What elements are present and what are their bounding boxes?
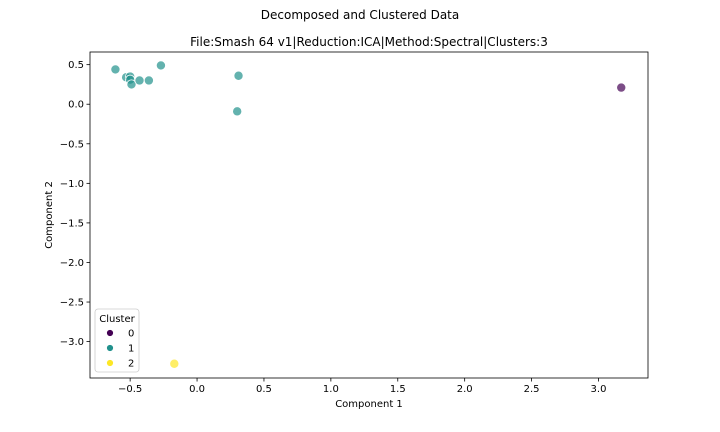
legend-label-1: 1 [128, 344, 134, 355]
data-point-cluster-1 [232, 106, 243, 117]
data-point-cluster-2 [169, 358, 180, 369]
y-tick-label: −2.0 [60, 258, 84, 269]
y-tick-label: −0.5 [60, 139, 84, 150]
chart-title: File:Smash 64 v1|Reduction:ICA|Method:Sp… [190, 35, 548, 49]
data-point-cluster-1 [155, 60, 166, 71]
y-tick-label: 0.0 [68, 100, 84, 111]
chart-suptitle: Decomposed and Clustered Data [261, 8, 459, 22]
data-point-cluster-1 [134, 75, 145, 86]
x-axis-ticks: −0.5 0.0 0.5 1.0 1.5 2.0 2.5 3.0 [118, 378, 606, 395]
data-point-cluster-1 [143, 75, 154, 86]
data-point-cluster-1 [110, 64, 121, 75]
legend-title: Cluster [99, 314, 135, 325]
x-tick-label: 1.0 [323, 384, 339, 395]
x-tick-label: 1.5 [390, 384, 406, 395]
legend-label-0: 0 [128, 329, 134, 340]
x-tick-label: −0.5 [118, 384, 142, 395]
legend-label-2: 2 [128, 359, 134, 370]
x-axis-label: Component 1 [335, 399, 403, 410]
y-tick-label: −1.0 [60, 179, 84, 190]
legend-box [94, 308, 140, 373]
data-point-cluster-0 [616, 82, 627, 93]
x-tick-label: 2.5 [524, 384, 540, 395]
data-point-cluster-1 [233, 70, 244, 81]
y-tick-label: −1.5 [60, 218, 84, 229]
legend-marker-0 [106, 329, 114, 337]
legend-entries: 0 1 2 [106, 329, 134, 370]
y-tick-label: 0.5 [68, 60, 84, 71]
x-tick-label: 3.0 [591, 384, 607, 395]
legend-marker-1 [106, 344, 114, 352]
x-tick-label: 2.0 [457, 384, 473, 395]
legend-marker-2 [106, 359, 114, 367]
y-tick-label: −2.5 [60, 298, 84, 309]
legend: Cluster 0 1 2 [94, 308, 140, 373]
x-tick-label: 0.0 [189, 384, 205, 395]
y-tick-label: −3.0 [60, 337, 84, 348]
x-tick-label: 0.5 [256, 384, 272, 395]
y-axis-ticks: 0.5 0.0 −0.5 −1.0 −1.5 −2.0 −2.5 −3.0 [60, 60, 90, 348]
data-points [110, 60, 627, 369]
y-axis-label: Component 2 [44, 181, 55, 249]
data-point-cluster-1 [126, 79, 137, 90]
plot-frame [89, 51, 649, 379]
